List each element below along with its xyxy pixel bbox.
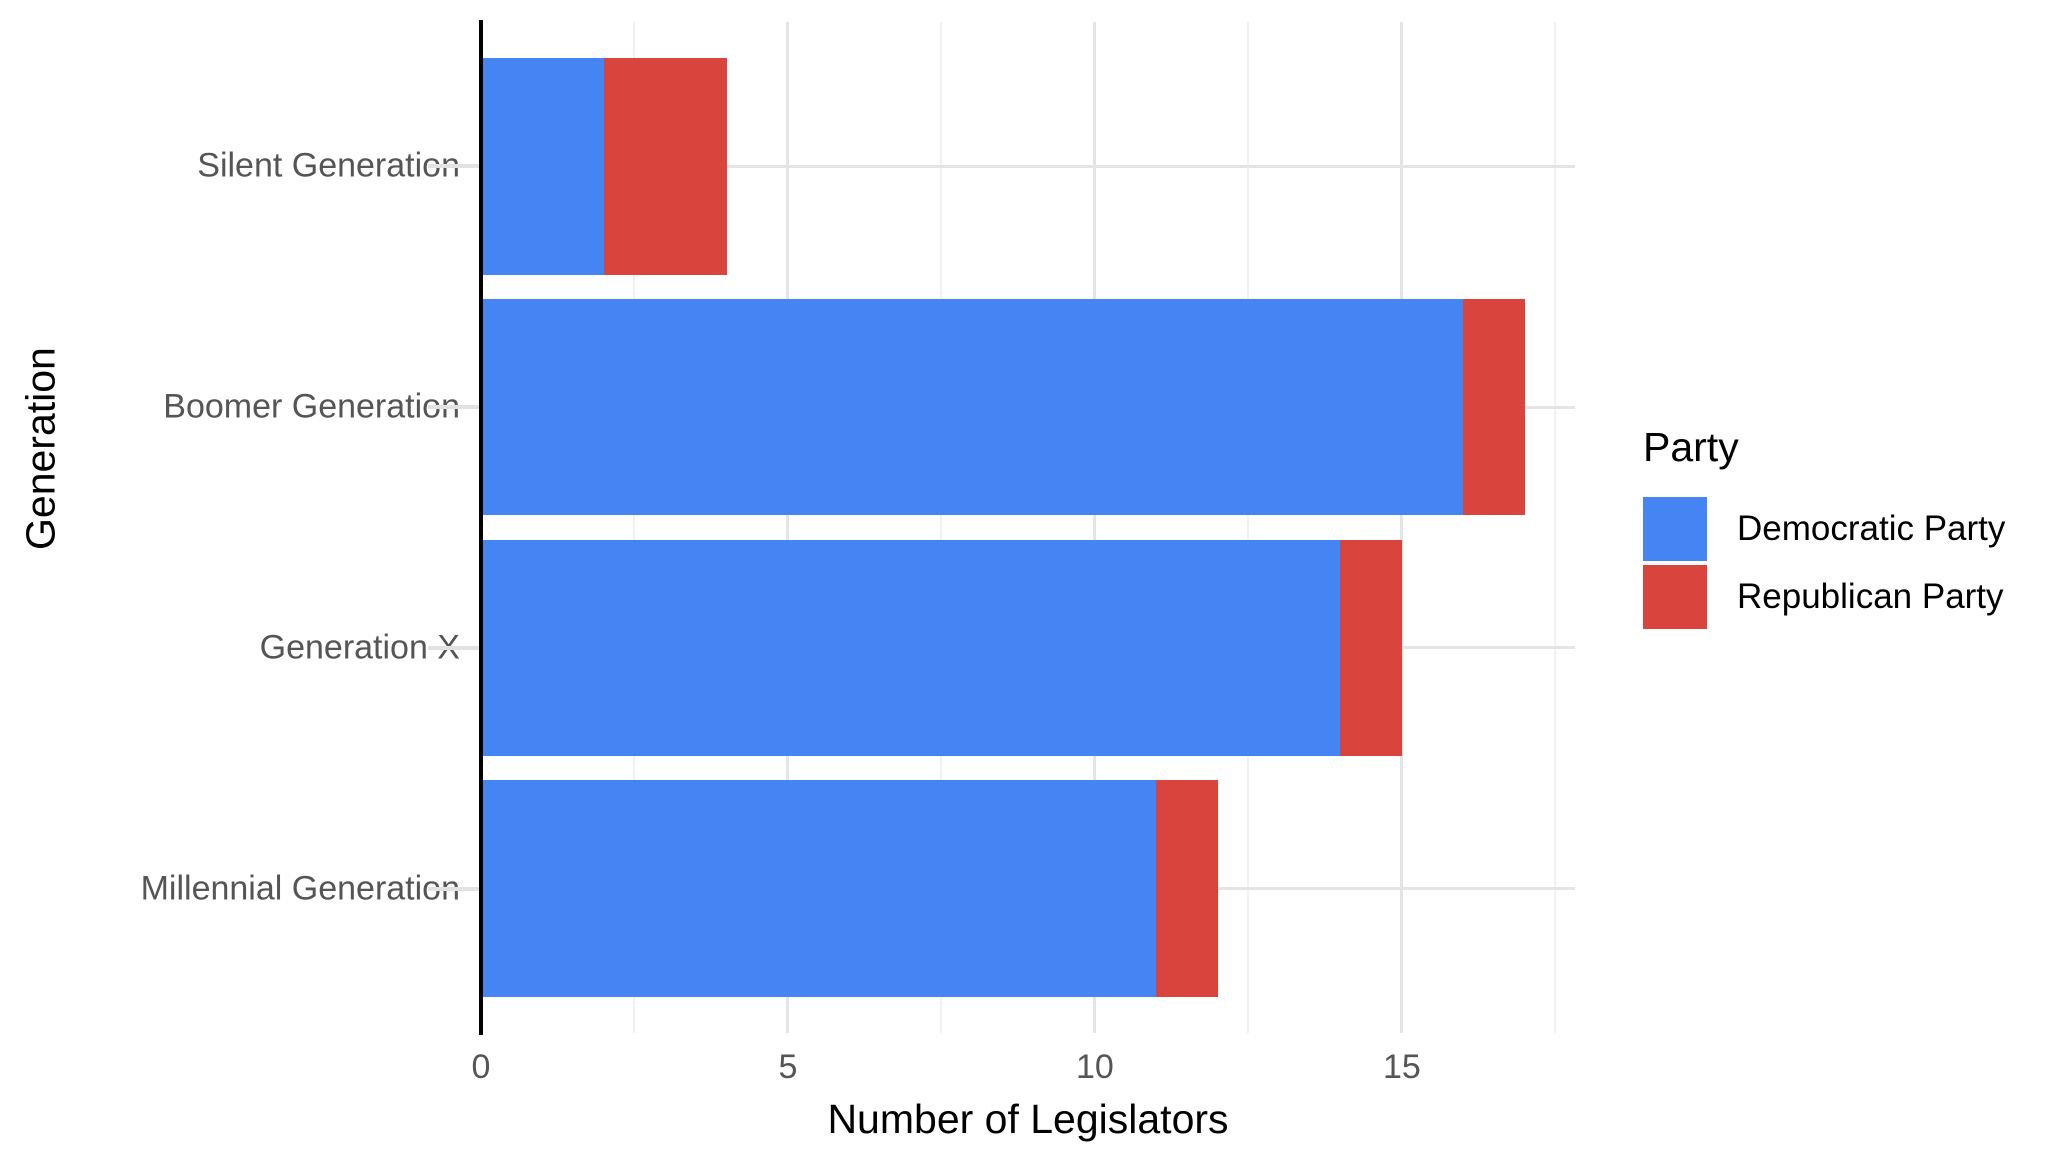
bar-boomer-generation [481,298,1525,516]
gridline-minor-x-12.5 [1247,22,1250,1033]
gridline-major-x-15 [1400,22,1404,1033]
x-tick-label-0: 0 [471,1048,491,1086]
bar-segment-republican [1156,780,1218,997]
bar-segment-democratic [481,780,1157,997]
y-tick-0 [428,164,480,169]
gridline-minor-x-2.5 [633,22,636,1033]
x-tick-label-15: 15 [1382,1048,1421,1086]
legend-swatch-democratic [1643,497,1707,561]
legend-swatch-republican [1643,565,1707,629]
legend-items: Democratic Party Republican Party [1643,497,2005,629]
bar-silent-generation [481,58,727,275]
y-category-label-1: Boomer Generation [163,387,460,426]
y-category-label-2: Generation X [259,628,460,667]
bar-segment-democratic [481,298,1464,516]
gridline-major-x-5 [786,22,790,1033]
y-tick-3 [428,886,480,891]
gridline-category-0 [481,164,1575,168]
y-axis-title: Generation [17,347,64,550]
legend: Party Democratic Party Republican Party [1643,424,2005,633]
bar-segment-republican [1463,298,1525,516]
bar-segment-republican [603,58,727,275]
bar-generation-x [481,539,1402,757]
x-axis-title: Number of Legislators [827,1096,1229,1142]
legend-title: Party [1643,424,1739,470]
legend-item-republican: Republican Party [1643,565,2005,629]
bar-millennial-generation [481,780,1218,997]
bar-segment-republican [1340,539,1402,757]
legend-label-republican: Republican Party [1737,577,2004,616]
legend-label-democratic: Democratic Party [1737,509,2006,548]
y-category-label-3: Millennial Generation [140,869,460,908]
y-category-label-0: Silent Generation [197,146,460,185]
gridline-major-x-10 [1093,22,1097,1033]
x-tick-label-5: 5 [778,1048,798,1086]
bar-segment-democratic [481,539,1341,757]
bar-segment-democratic [481,58,604,275]
plot-panel [481,22,1575,1033]
x-tick-label-10: 10 [1075,1048,1114,1086]
y-tick-1 [428,405,480,410]
x-zero-axis-line [479,20,483,1035]
legend-item-democratic: Democratic Party [1643,497,2005,561]
gridline-minor-x-7.5 [940,22,943,1033]
gridline-minor-x-17.5 [1554,22,1557,1033]
y-tick-2 [428,645,480,650]
